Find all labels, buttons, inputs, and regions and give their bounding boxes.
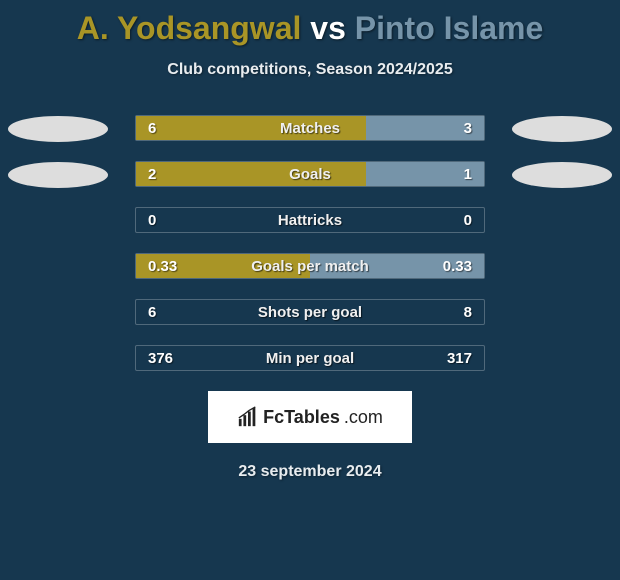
stat-bar-track: 376 317Min per goal [135, 345, 485, 371]
player2-name: Pinto Islame [355, 10, 544, 46]
stat-row: 0 0Hattricks [0, 207, 620, 235]
stat-row: 6 3Matches [0, 115, 620, 143]
player1-name: A. Yodsangwal [77, 10, 302, 46]
player1-value: 6 [136, 116, 168, 142]
player1-value: 2 [136, 162, 168, 188]
player2-avatar [512, 162, 612, 188]
stat-row: 2 1Goals [0, 161, 620, 189]
stat-row: 6 8Shots per goal [0, 299, 620, 327]
stat-bar-track: 2 1Goals [135, 161, 485, 187]
player1-value: 6 [136, 300, 168, 326]
player1-avatar [8, 162, 108, 188]
stat-bar-track: 6 8Shots per goal [135, 299, 485, 325]
comparison-chart: 6 3Matches 2 1Goals 0 0Hattricks 0.33 0.33 Goals… [0, 115, 620, 373]
stat-bar-track: 0 0Hattricks [135, 207, 485, 233]
stat-label: Matches [136, 116, 484, 142]
player1-avatar [8, 116, 108, 142]
stat-row: 376 317Min per goal [0, 345, 620, 373]
stat-bar-track: 6 3Matches [135, 115, 485, 141]
fctables-logo: FcTables.com [237, 406, 383, 428]
vs-text: vs [310, 10, 346, 46]
stat-label: Shots per goal [136, 300, 484, 326]
logo-text-light: .com [344, 407, 383, 428]
subtitle: Club competitions, Season 2024/2025 [0, 61, 620, 79]
logo-text-bold: FcTables [263, 407, 340, 428]
player1-value: 0 [136, 208, 168, 234]
logo-box: FcTables.com [208, 391, 412, 443]
player2-value: 0.33 [431, 254, 484, 280]
footer-date: 23 september 2024 [0, 463, 620, 481]
player1-value: 0.33 [136, 254, 189, 280]
stat-label: Goals [136, 162, 484, 188]
stat-label: Min per goal [136, 346, 484, 372]
player2-value: 317 [435, 346, 484, 372]
comparison-title: A. Yodsangwal vs Pinto Islame [0, 0, 620, 47]
stat-label: Hattricks [136, 208, 484, 234]
player2-value: 3 [452, 116, 484, 142]
player2-value: 0 [452, 208, 484, 234]
stat-bar-track: 0.330.33Goals per match [135, 253, 485, 279]
player1-value: 376 [136, 346, 185, 372]
chart-icon [237, 406, 259, 428]
player2-value: 1 [452, 162, 484, 188]
player2-avatar [512, 116, 612, 142]
stat-row: 0.330.33Goals per match [0, 253, 620, 281]
player2-value: 8 [452, 300, 484, 326]
